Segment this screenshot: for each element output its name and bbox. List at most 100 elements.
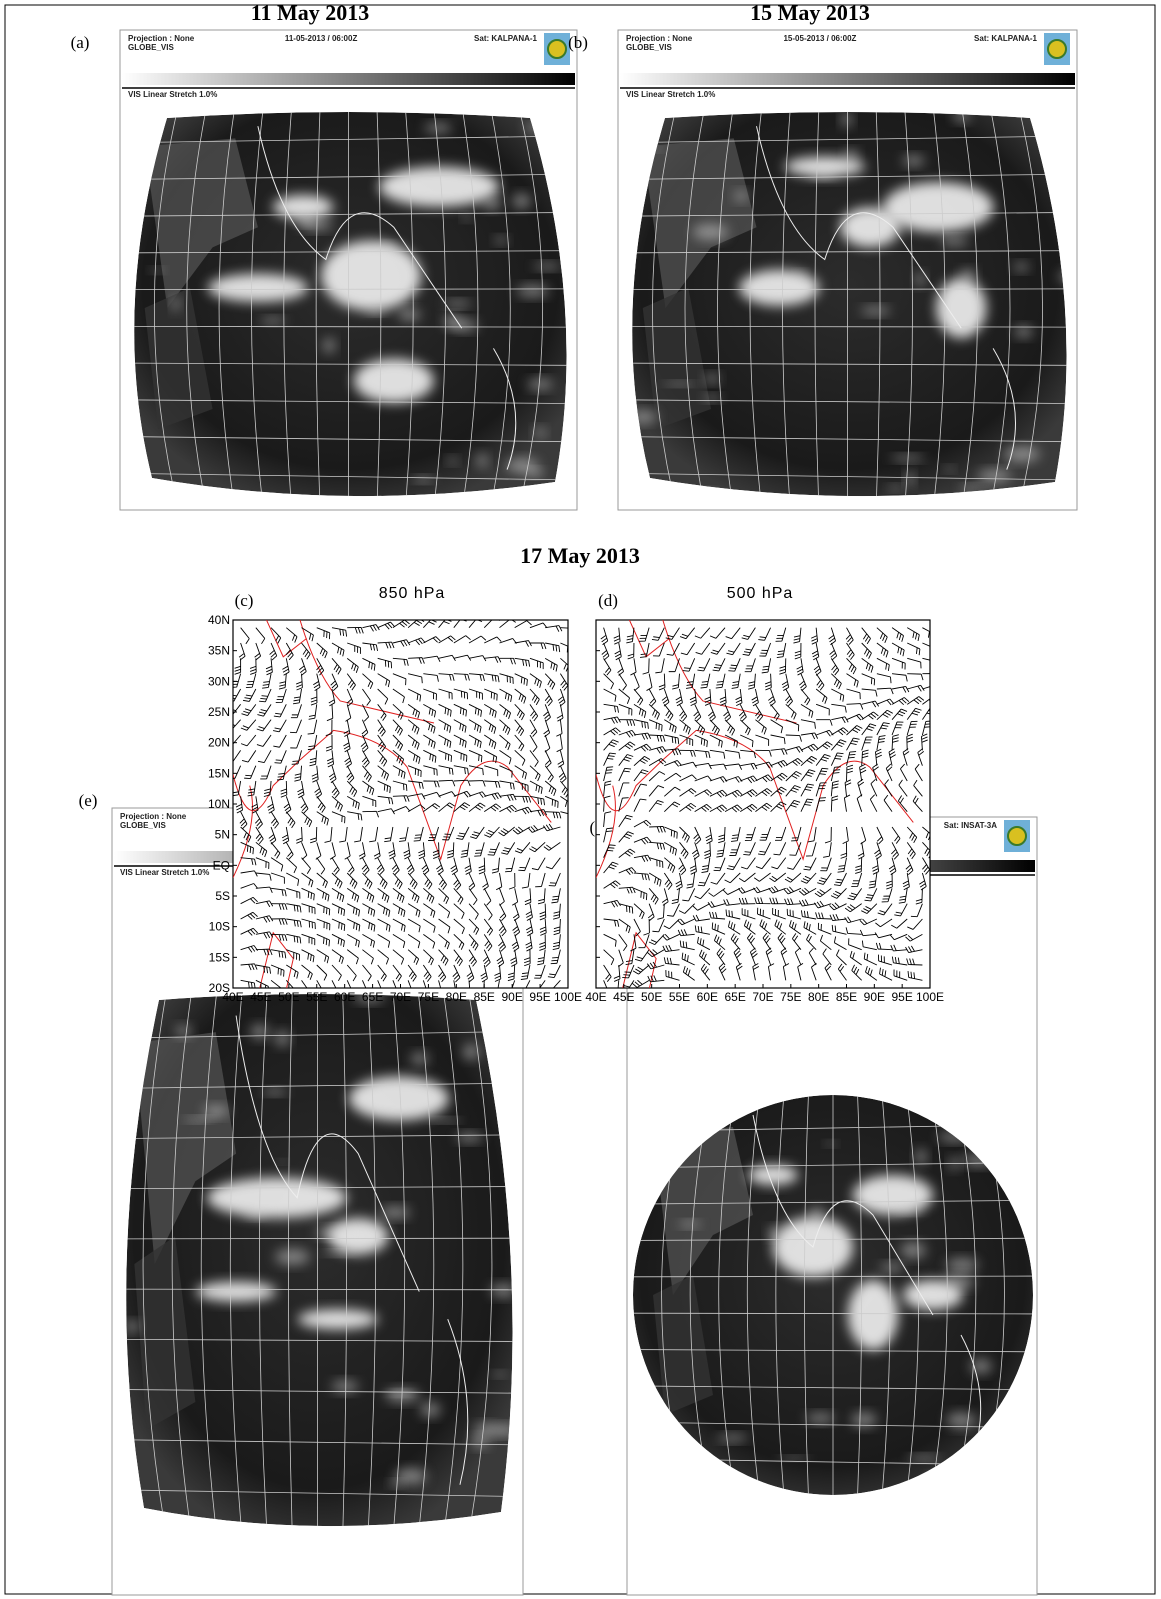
y-tick-label: 10S bbox=[209, 920, 230, 934]
cloud bbox=[349, 1076, 449, 1120]
cloud-fleck bbox=[896, 1205, 924, 1213]
y-tick-label: 25N bbox=[208, 705, 230, 719]
panel-title: 11 May 2013 bbox=[251, 0, 370, 25]
cloud-fleck bbox=[693, 224, 729, 240]
cloud-fleck bbox=[845, 150, 859, 161]
panel-label: (c) bbox=[235, 591, 254, 610]
cloud-fleck bbox=[495, 236, 507, 244]
gradient-bar bbox=[620, 73, 1075, 85]
cloud-fleck bbox=[961, 269, 976, 282]
cloud bbox=[207, 1178, 347, 1218]
datetime: 11-05-2013 / 06:00Z bbox=[285, 34, 358, 43]
cloud bbox=[936, 278, 986, 338]
x-tick-label: 65E bbox=[362, 990, 383, 1004]
cloud-fleck bbox=[901, 1242, 926, 1258]
cloud bbox=[379, 167, 499, 207]
x-tick-label: 55E bbox=[669, 990, 690, 1004]
cloud-fleck bbox=[768, 1227, 782, 1239]
cloud-fleck bbox=[390, 1480, 403, 1487]
cloud-fleck bbox=[425, 123, 452, 133]
cloud-fleck bbox=[450, 319, 477, 331]
cloud-fleck bbox=[456, 1133, 483, 1142]
cloud bbox=[884, 182, 994, 232]
cloud-fleck bbox=[1004, 446, 1040, 461]
cloud-fleck bbox=[476, 454, 487, 468]
panel-label: (d) bbox=[598, 591, 618, 610]
x-tick-label: 85E bbox=[474, 990, 495, 1004]
cloud-fleck bbox=[332, 1381, 359, 1393]
x-tick-label: 90E bbox=[501, 990, 522, 1004]
x-tick-label: 55E bbox=[306, 990, 327, 1004]
x-tick-label: 85E bbox=[836, 990, 857, 1004]
x-tick-label: 100E bbox=[554, 990, 582, 1004]
logo-emblem bbox=[548, 40, 566, 58]
cloud bbox=[354, 359, 434, 403]
cloud-fleck bbox=[448, 457, 458, 464]
pressure-level: 850 hPa bbox=[379, 585, 446, 602]
logo-emblem bbox=[1008, 827, 1026, 845]
x-tick-label: 60E bbox=[334, 990, 355, 1004]
cloud-fleck bbox=[940, 237, 968, 246]
cloud-fleck bbox=[428, 1118, 461, 1123]
cloud-fleck bbox=[379, 243, 396, 252]
x-tick-label: 90E bbox=[864, 990, 885, 1004]
cloud-fleck bbox=[125, 1321, 139, 1332]
cloud bbox=[298, 1309, 378, 1329]
panel-title: 15 May 2013 bbox=[750, 0, 870, 25]
cloud-fleck bbox=[806, 1413, 834, 1423]
pressure-level: 500 hPa bbox=[727, 585, 794, 602]
product: GLOBE_VIS bbox=[128, 43, 174, 52]
cloud-fleck bbox=[316, 1227, 348, 1238]
cloud-fleck bbox=[444, 300, 471, 307]
figure: 11 May 2013(a)Projection : NoneGLOBE_VIS… bbox=[0, 0, 1161, 1599]
cloud-fleck bbox=[471, 1436, 488, 1448]
cloud-fleck bbox=[275, 1031, 290, 1046]
cloud bbox=[208, 274, 308, 302]
cloud-fleck bbox=[172, 296, 180, 311]
plot-frame bbox=[596, 620, 930, 988]
cloud-fleck bbox=[275, 1249, 310, 1265]
globe bbox=[114, 103, 586, 510]
y-tick-label: 5S bbox=[215, 889, 230, 903]
cloud-fleck bbox=[388, 1390, 413, 1395]
x-tick-label: 45E bbox=[613, 990, 634, 1004]
cloud-fleck bbox=[263, 1088, 287, 1095]
y-tick-label: 30N bbox=[208, 674, 230, 688]
gradient-bar bbox=[122, 73, 575, 85]
product: GLOBE_VIS bbox=[626, 43, 672, 52]
cloud-fleck bbox=[705, 374, 720, 383]
cloud-fleck bbox=[796, 271, 806, 278]
cloud-fleck bbox=[527, 379, 553, 390]
cloud bbox=[273, 195, 333, 219]
cloud bbox=[748, 1165, 798, 1185]
panel-label: (b) bbox=[568, 33, 588, 52]
x-tick-label: 50E bbox=[641, 990, 662, 1004]
x-tick-label: 65E bbox=[724, 990, 745, 1004]
cloud-fleck bbox=[322, 1251, 358, 1256]
cloud-fleck bbox=[534, 263, 562, 270]
cloud-fleck bbox=[183, 1117, 213, 1122]
y-tick-label: EQ bbox=[213, 858, 230, 872]
cloud-fleck bbox=[493, 1372, 506, 1377]
x-tick-label: 80E bbox=[808, 990, 829, 1004]
cloud-fleck bbox=[398, 308, 420, 320]
cloud-fleck bbox=[663, 382, 696, 386]
cloud-fleck bbox=[908, 1455, 940, 1461]
x-tick-label: 70E bbox=[752, 990, 773, 1004]
product: GLOBE_VIS bbox=[120, 821, 166, 830]
y-tick-label: 20S bbox=[209, 981, 230, 995]
panel-label: (a) bbox=[71, 33, 90, 52]
x-tick-label: 50E bbox=[278, 990, 299, 1004]
satellite: Sat: INSAT-3A bbox=[944, 821, 997, 830]
globe bbox=[105, 988, 521, 1540]
cloud-fleck bbox=[506, 458, 539, 473]
cloud-fleck bbox=[176, 1025, 192, 1037]
wind-title: 17 May 2013 bbox=[520, 543, 640, 568]
cloud-fleck bbox=[889, 485, 902, 491]
x-tick-label: 100E bbox=[916, 990, 944, 1004]
logo-emblem bbox=[1048, 40, 1066, 58]
cloud-fleck bbox=[411, 1052, 428, 1065]
x-tick-label: 75E bbox=[418, 990, 439, 1004]
cloud-fleck bbox=[734, 191, 748, 202]
x-tick-label: 75E bbox=[780, 990, 801, 1004]
